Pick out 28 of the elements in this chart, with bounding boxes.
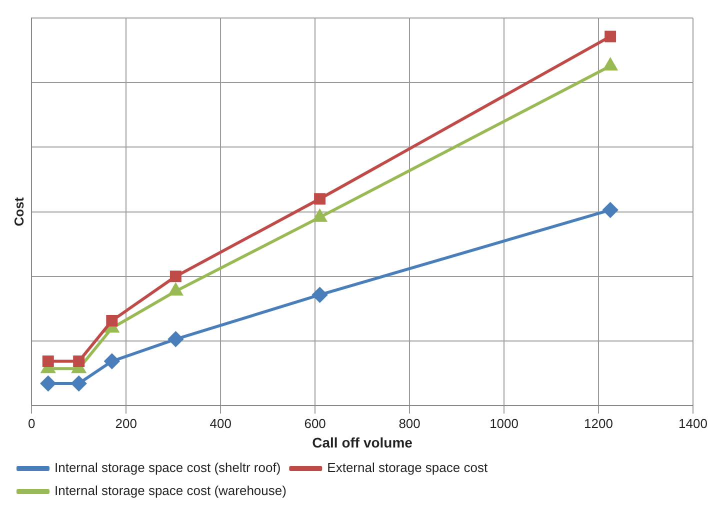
x-tick-label: 0 (28, 416, 36, 431)
x-tick-label: 600 (304, 416, 326, 431)
x-tick-label: 200 (115, 416, 137, 431)
point (313, 210, 326, 222)
legend-label: Internal storage space cost (warehouse) (54, 483, 286, 498)
legend-label: External storage space cost (327, 460, 488, 476)
x-tick-label: 400 (210, 416, 232, 431)
point (106, 314, 118, 326)
point (170, 270, 182, 282)
point (604, 30, 616, 42)
x-tick-label: 1200 (584, 416, 613, 431)
y-axis-title: Cost (11, 196, 26, 226)
point (604, 58, 618, 70)
point (602, 202, 618, 218)
legend-label: Internal storage space cost (sheltr roof) (54, 460, 281, 476)
x-axis-title: Call off volume (312, 434, 413, 450)
x-tick-label: 1400 (678, 416, 708, 431)
point (168, 332, 184, 347)
x-tick-label: 800 (398, 416, 420, 431)
point (71, 376, 86, 391)
point (42, 356, 54, 368)
x-tick-label: 1000 (490, 416, 518, 431)
point (40, 376, 56, 391)
point (104, 354, 120, 369)
point (73, 356, 85, 368)
point (312, 287, 328, 302)
point (168, 284, 182, 296)
point (314, 193, 326, 205)
